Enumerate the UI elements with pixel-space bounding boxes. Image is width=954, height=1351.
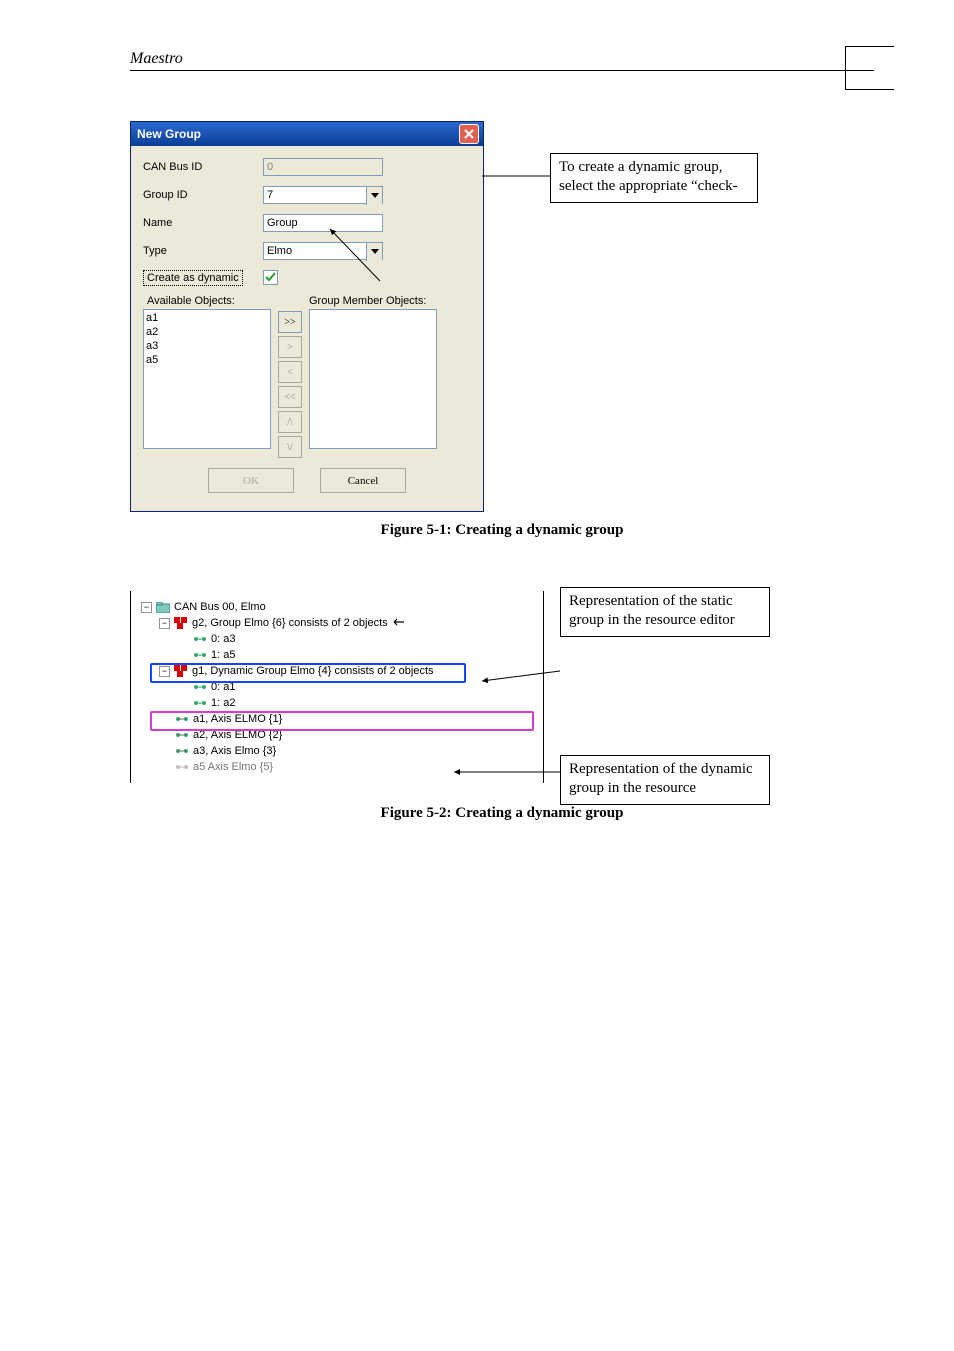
tree-label: a3, Axis Elmo {3} (193, 745, 276, 757)
available-objects-listbox[interactable]: a1a2a3a5 (143, 309, 271, 449)
page-corner-box (845, 46, 894, 90)
tree-g2-child[interactable]: 1: a5 (135, 647, 539, 663)
tree-axis[interactable]: a3, Axis Elmo {3} (135, 743, 539, 759)
tree-label: 0: a3 (211, 633, 235, 645)
label-name: Name (143, 217, 263, 229)
tree-label: 1: a2 (211, 697, 235, 709)
document-title: Maestro (130, 50, 183, 67)
label-type: Type (143, 245, 263, 257)
list-item[interactable]: a3 (146, 339, 268, 353)
dialog-title: New Group (135, 127, 459, 141)
axis-icon (193, 649, 207, 661)
tree-label: 1: a5 (211, 649, 235, 661)
close-icon[interactable] (459, 124, 479, 144)
move-all-left-button[interactable]: << (278, 386, 302, 408)
chevron-down-icon[interactable] (366, 187, 382, 205)
move-all-right-button[interactable]: >> (278, 311, 302, 333)
tree-label: a5 Axis Elmo {5} (193, 761, 273, 773)
create-as-dynamic-checkbox[interactable] (263, 270, 278, 285)
resource-tree: − CAN Bus 00, Elmo − g2, Group Elmo {6} … (131, 597, 543, 777)
g2-highlight (150, 663, 466, 683)
cancel-button[interactable]: Cancel (320, 468, 406, 493)
label-available-objects: Available Objects: (143, 295, 275, 307)
list-item[interactable]: a2 (146, 325, 268, 339)
list-item[interactable]: a1 (146, 311, 268, 325)
tree-root[interactable]: − CAN Bus 00, Elmo (135, 599, 539, 615)
axis-icon (175, 745, 189, 757)
callout-dynamic-rep: Representation of the dynamic group in t… (560, 755, 770, 805)
tree-root-label: CAN Bus 00, Elmo (174, 601, 266, 613)
type-field[interactable] (263, 242, 383, 260)
move-down-button[interactable]: \/ (278, 436, 302, 458)
chevron-down-icon[interactable] (366, 243, 382, 261)
leader-line (482, 171, 552, 181)
figure-5-1-caption: Figure 5-1: Creating a dynamic group (242, 522, 762, 539)
arrow-left-icon (392, 617, 404, 629)
group-member-objects-listbox[interactable] (309, 309, 437, 449)
move-right-button[interactable]: > (278, 336, 302, 358)
figure-5-2-caption: Figure 5-2: Creating a dynamic group (242, 805, 762, 822)
move-up-button[interactable]: /\ (278, 411, 302, 433)
tree-axis[interactable]: a5 Axis Elmo {5} (135, 759, 539, 775)
axis-icon (175, 761, 189, 773)
axis-icon (193, 633, 207, 645)
tree-g2[interactable]: − g2, Group Elmo {6} consists of 2 objec… (135, 615, 539, 631)
move-left-button[interactable]: < (278, 361, 302, 383)
group-icon (174, 617, 188, 629)
callout-create-dynamic: To create a dynamic group, select the ap… (550, 153, 758, 203)
tree-g2-child[interactable]: 0: a3 (135, 631, 539, 647)
list-item[interactable]: a5 (146, 353, 268, 367)
g1-highlight (150, 711, 534, 731)
tree-g1-child[interactable]: 1: a2 (135, 695, 539, 711)
new-group-dialog: New Group CAN Bus ID Group ID (130, 121, 484, 512)
tree-g2-label: g2, Group Elmo {6} consists of 2 objects (192, 617, 388, 629)
group-id-combo[interactable] (263, 186, 383, 204)
label-group-member-objects: Group Member Objects: (275, 295, 426, 307)
dialog-titlebar: New Group (131, 122, 483, 146)
label-group-id: Group ID (143, 189, 263, 201)
folder-icon (156, 601, 170, 613)
can-bus-id-field (263, 158, 383, 176)
callout-static-rep: Representation of the static group in th… (560, 587, 770, 637)
name-field[interactable] (263, 214, 383, 232)
group-id-field[interactable] (263, 186, 383, 204)
axis-icon (193, 697, 207, 709)
document-header: Maestro (130, 50, 874, 71)
label-create-as-dynamic: Create as dynamic (143, 270, 243, 286)
ok-button[interactable]: OK (208, 468, 294, 493)
type-combo[interactable] (263, 242, 383, 260)
label-can-bus-id: CAN Bus ID (143, 161, 263, 173)
